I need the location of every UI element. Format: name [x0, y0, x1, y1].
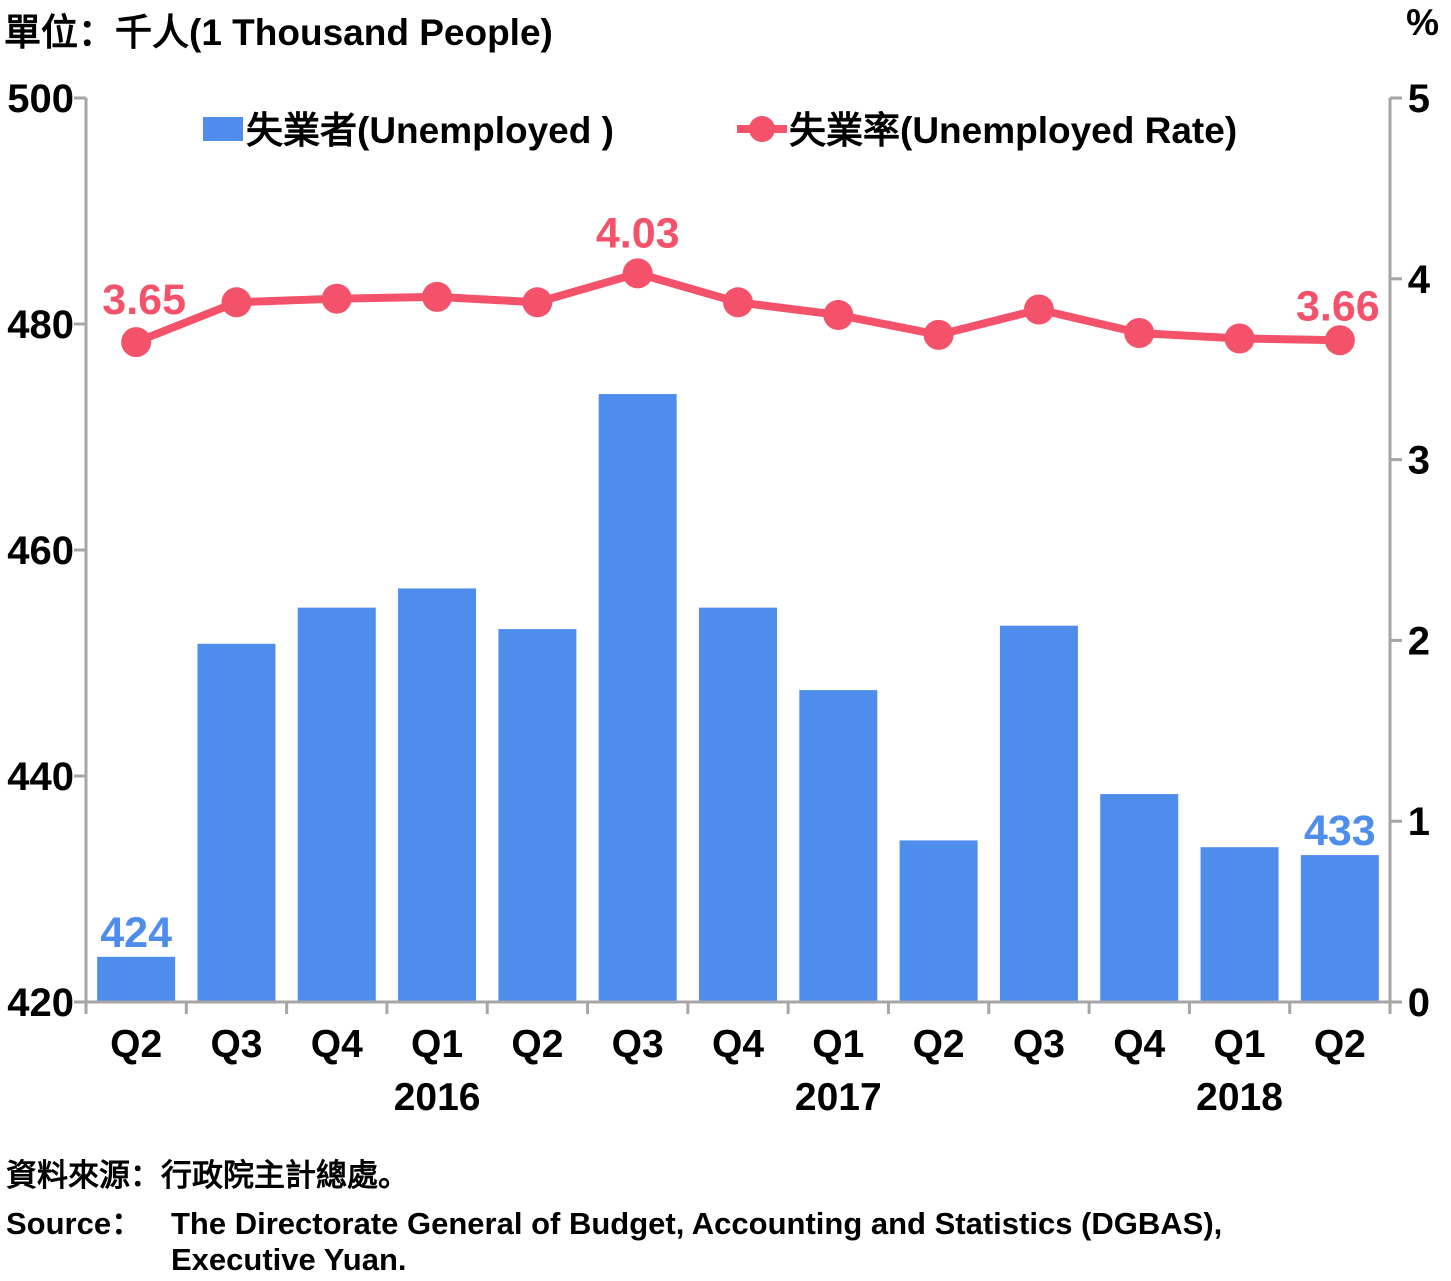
rate-data-label-12: 3.66: [1296, 282, 1380, 330]
rate-point-8: [923, 319, 954, 350]
rate-point-1: [221, 287, 252, 318]
bars-layer: [97, 394, 1379, 1002]
x-tick-label-3: Q1: [411, 1023, 463, 1066]
bar-6: [699, 607, 777, 1002]
left-axis-unit: 單位：千人(1 Thousand People): [4, 12, 553, 53]
legend-line-label: 失業率(Unemployed Rate): [789, 110, 1237, 151]
legend: 失業者(Unemployed ) 失業率(Unemployed Rate): [203, 110, 1237, 151]
labels-layer: 424 433 3.65 4.03 3.66: [100, 209, 1379, 956]
bar-10: [1100, 794, 1179, 1002]
bar-1: [197, 643, 276, 1002]
right-tick-label-0: 0: [1408, 981, 1430, 1025]
rate-point-7: [823, 299, 854, 330]
rate-data-label-0: 3.65: [102, 276, 186, 324]
line-layer: [121, 258, 1355, 358]
source-english-line2: Executive Yuan.: [171, 1242, 407, 1277]
source-english-line1: Source： The Directorate General of Budget…: [6, 1198, 1222, 1243]
x-tick-label-2: Q4: [311, 1023, 363, 1066]
source-text-line1: The Directorate General of Budget, Accou…: [171, 1206, 1223, 1241]
rate-point-4: [522, 287, 553, 318]
x-tick-label-10: Q4: [1113, 1023, 1165, 1066]
x-tick-label-1: Q3: [210, 1023, 262, 1066]
source-chinese: 資料來源：行政院主計總處。: [6, 1158, 409, 1193]
rate-point-6: [723, 287, 753, 318]
x-tick-label-4: Q2: [511, 1023, 563, 1066]
rate-point-3: [422, 281, 453, 312]
axes-layer: 420 440 460 480 500 0 1 2 3 4 5 Q2 Q3 Q4 Q1 Q2 Q3 Q4 Q1 Q2 Q…: [7, 77, 1431, 1119]
rate-data-label-5: 4.03: [596, 209, 680, 257]
x-tick-label-0: Q2: [110, 1023, 162, 1066]
right-tick-label-5: 5: [1408, 77, 1430, 121]
rate-point-5: [622, 258, 653, 289]
legend-line-marker: [749, 116, 775, 142]
rate-point-11: [1224, 323, 1255, 354]
right-tick-label-4: 4: [1408, 258, 1431, 302]
left-tick-label-420: 420: [7, 981, 74, 1025]
bar-data-label-0: 424: [100, 909, 172, 957]
x-tick-label-9: Q3: [1013, 1023, 1065, 1066]
rate-point-2: [321, 283, 352, 314]
x-tick-label-12: Q2: [1314, 1023, 1366, 1066]
x-tick-label-11: Q1: [1214, 1023, 1266, 1066]
left-tick-label-480: 480: [7, 303, 74, 347]
bar-2: [297, 607, 376, 1002]
rate-point-10: [1124, 318, 1155, 349]
rate-point-9: [1023, 294, 1054, 325]
legend-bar-swatch: [203, 117, 243, 141]
right-tick-label-1: 1: [1408, 800, 1430, 844]
year-label-2018: 2018: [1196, 1076, 1283, 1119]
right-axis-unit: %: [1406, 2, 1439, 43]
x-tick-label-7: Q1: [812, 1023, 864, 1066]
bar-3: [398, 588, 477, 1002]
rate-point-12: [1324, 325, 1355, 356]
bar-9: [999, 625, 1078, 1002]
x-tick-label-6: Q4: [712, 1023, 764, 1066]
x-tick-label-5: Q3: [612, 1023, 664, 1066]
rate-point-0: [121, 327, 152, 358]
bar-8: [899, 840, 978, 1002]
bar-data-label-12: 433: [1304, 807, 1376, 855]
bar-5: [598, 394, 677, 1002]
year-label-2016: 2016: [394, 1076, 481, 1119]
year-label-2017: 2017: [795, 1076, 882, 1119]
bar-12: [1300, 855, 1379, 1002]
left-tick-label-460: 460: [7, 529, 74, 573]
bar-0: [97, 956, 176, 1002]
left-tick-label-500: 500: [7, 77, 74, 121]
x-tick-label-8: Q2: [913, 1023, 965, 1066]
legend-bar-label: 失業者(Unemployed ): [246, 110, 614, 151]
source-label: Source：: [6, 1206, 143, 1241]
bar-7: [799, 690, 878, 1002]
left-tick-label-440: 440: [7, 755, 74, 799]
bar-11: [1200, 847, 1279, 1002]
plot-area: 420 440 460 480 500 0 1 2 3 4 5 Q2 Q3 Q4 Q1 Q2 Q3 Q4 Q1 Q2 Q…: [7, 77, 1431, 1119]
right-tick-label-3: 3: [1408, 439, 1430, 483]
bar-4: [498, 629, 577, 1002]
right-tick-label-2: 2: [1408, 619, 1430, 663]
